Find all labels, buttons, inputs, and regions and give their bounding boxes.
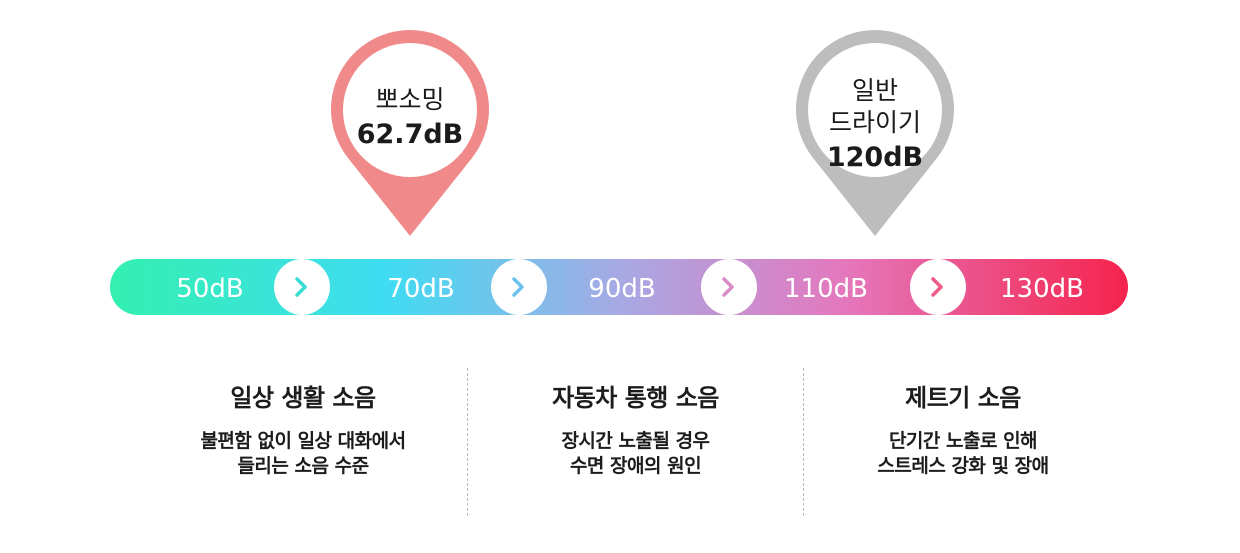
- chevron-right-icon: [295, 277, 307, 297]
- arrow-4-circle: [910, 259, 966, 315]
- pin-soming-inner: [343, 43, 477, 177]
- column-traffic-noise-line-2: 수면 장애의 원인: [569, 455, 702, 477]
- chevron-right-icon: [722, 277, 734, 297]
- scale-label-90db: 90dB: [588, 274, 655, 304]
- pin-hairdryer-label-line-2: 드라이기: [829, 108, 921, 137]
- pin-hairdryer: 일반 드라이기 120dB: [796, 30, 955, 237]
- pin-soming-value: 62.7dB: [357, 119, 464, 150]
- column-daily-noise: 일상 생활 소음 불편함 없이 일상 대화에서 들리는 소음 수준: [138, 378, 468, 479]
- arrow-3-circle: [701, 259, 757, 315]
- arrow-2-circle: [491, 259, 547, 315]
- scale-label-70db: 70dB: [387, 274, 454, 304]
- column-jet-noise: 제트기 소음 단기간 노출로 인해 스트레스 강화 및 장애: [804, 378, 1122, 479]
- arrow-1: [274, 259, 330, 315]
- arrow-3: [701, 259, 757, 315]
- scale-label-130db: 130dB: [1000, 274, 1084, 304]
- divider-1: [467, 368, 468, 516]
- column-jet-noise-line-2: 스트레스 강화 및 장애: [877, 455, 1049, 477]
- arrow-4: [910, 259, 966, 315]
- arrow-2: [491, 259, 547, 315]
- column-daily-noise-title: 일상 생활 소음: [230, 384, 376, 412]
- column-traffic-noise: 자동차 통행 소음 장시간 노출될 경우 수면 장애의 원인: [468, 378, 803, 479]
- column-traffic-noise-line-1: 장시간 노출될 경우: [561, 430, 710, 452]
- pin-hairdryer-inner: [808, 43, 942, 177]
- pin-hairdryer-value: 120dB: [827, 142, 923, 173]
- pin-hairdryer-label-line-1: 일반: [852, 76, 898, 105]
- column-traffic-noise-title: 자동차 통행 소음: [552, 384, 719, 412]
- arrow-1-circle: [274, 259, 330, 315]
- column-daily-noise-line-1: 불편함 없이 일상 대화에서: [200, 430, 406, 452]
- chevron-right-icon: [931, 277, 943, 297]
- pin-soming: 뽀소밍 62.7dB: [331, 30, 489, 237]
- chevron-right-icon: [512, 277, 524, 297]
- scale-label-50db: 50dB: [176, 274, 243, 304]
- column-jet-noise-line-1: 단기간 노출로 인해: [888, 430, 1038, 452]
- scale-label-110db: 110dB: [784, 274, 868, 304]
- column-jet-noise-title: 제트기 소음: [905, 384, 1021, 412]
- scale-bar: [110, 259, 1128, 315]
- column-daily-noise-line-2: 들리는 소음 수준: [237, 455, 369, 477]
- divider-2: [803, 368, 804, 516]
- pin-soming-label: 뽀소밍: [375, 85, 444, 114]
